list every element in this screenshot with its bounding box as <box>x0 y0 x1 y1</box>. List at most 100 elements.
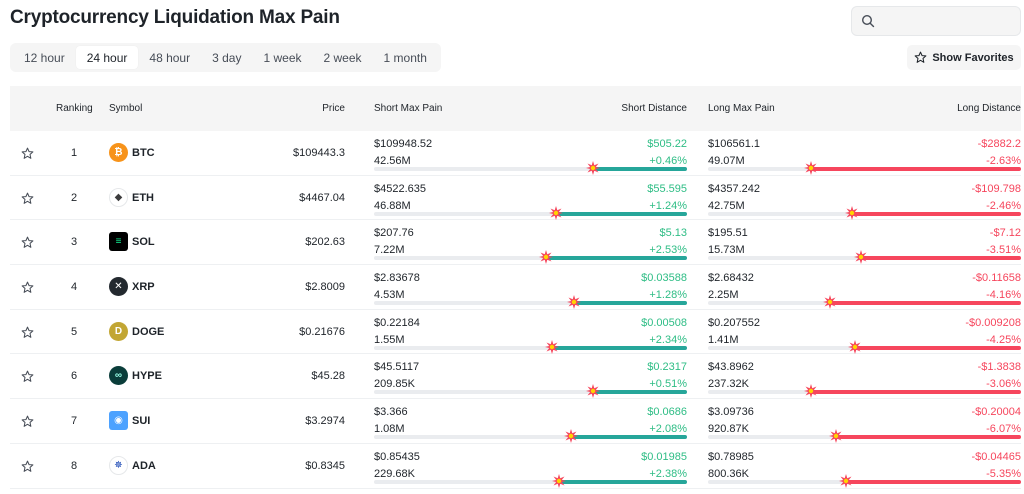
favorite-star-icon[interactable] <box>21 326 34 339</box>
long-distance-value: -$1.3838 <box>977 361 1021 374</box>
short-distance-percent: +0.51% <box>649 378 687 391</box>
long-distance-bar-fill <box>851 211 1021 216</box>
header-ranking[interactable]: Ranking <box>56 103 93 114</box>
table-row[interactable]: 1 ₿ BTC $109443.3 $109948.52 42.56M $505.22 +0.… <box>10 131 1021 176</box>
price-cell: $45.28 <box>311 370 345 383</box>
favorite-star-icon[interactable] <box>21 236 34 249</box>
liquidation-burst-icon <box>804 384 819 399</box>
short-max-pain-price: $0.22184 <box>374 316 420 329</box>
tab-1-month[interactable]: 1 month <box>383 50 427 65</box>
liquidation-burst-icon <box>823 295 838 310</box>
long-max-pain-volume: 2.25M <box>708 289 739 302</box>
symbol-cell[interactable]: ETH <box>132 191 154 204</box>
liquidation-burst-icon <box>829 429 844 444</box>
short-distance-bar <box>374 339 687 354</box>
favorite-star-icon[interactable] <box>21 147 34 160</box>
table-row[interactable]: 5 D DOGE $0.21676 $0.22184 1.55M $0.00508 +2.34… <box>10 310 1021 355</box>
short-distance-bar-fill <box>571 435 687 440</box>
short-distance-bar-fill <box>555 211 687 216</box>
price-cell: $4467.04 <box>299 191 345 204</box>
header-long-max-pain[interactable]: Long Max Pain <box>708 103 775 114</box>
liquidation-burst-icon <box>804 161 819 175</box>
header-short-distance[interactable]: Short Distance <box>621 103 687 114</box>
symbol-cell[interactable]: DOGE <box>132 325 165 338</box>
favorite-star-icon[interactable] <box>21 415 34 428</box>
liquidation-burst-icon <box>586 384 601 399</box>
long-distance-percent: -5.35% <box>986 467 1021 480</box>
favorite-star-icon[interactable] <box>21 192 34 205</box>
table-body: 1 ₿ BTC $109443.3 $109948.52 42.56M $505.22 +0.… <box>10 131 1021 489</box>
short-distance-bar <box>374 205 687 220</box>
long-distance-value: -$0.11658 <box>972 272 1021 285</box>
header-short-max-pain[interactable]: Short Max Pain <box>374 103 443 114</box>
sol-icon: ≡ <box>109 232 128 252</box>
favorite-star-icon[interactable] <box>21 281 34 294</box>
long-max-pain-volume: 1.41M <box>708 333 739 346</box>
long-max-pain-volume: 920.87K <box>708 423 749 436</box>
price-cell: $202.63 <box>305 236 345 249</box>
search-input[interactable] <box>880 7 1016 35</box>
rank-cell: 7 <box>70 415 78 428</box>
tab-48-hour[interactable]: 48 hour <box>149 50 191 65</box>
long-distance-bar-fill <box>830 301 1021 306</box>
long-distance-bar-fill <box>811 167 1021 171</box>
liquidation-burst-icon <box>545 339 560 354</box>
short-distance-percent: +0.46% <box>649 155 687 167</box>
favorite-star-icon[interactable] <box>21 460 34 473</box>
btc-icon: ₿ <box>109 143 128 162</box>
show-favorites-button[interactable]: Show Favorites <box>907 45 1021 70</box>
short-distance-percent: +2.34% <box>649 333 687 346</box>
table-row[interactable]: 2 ◆ ETH $4467.04 $4522.635 46.88M $55.595 +1.24… <box>10 176 1021 221</box>
symbol-cell[interactable]: ADA <box>132 459 156 472</box>
short-distance-value: $5.13 <box>659 227 687 240</box>
short-max-pain-price: $109948.52 <box>374 138 433 150</box>
rank-cell: 1 <box>70 147 78 159</box>
short-max-pain-volume: 209.85K <box>374 378 415 391</box>
long-distance-percent: -3.51% <box>986 244 1021 257</box>
liquidation-burst-icon <box>848 339 863 354</box>
search-box[interactable] <box>851 6 1021 36</box>
short-distance-bar-fill <box>593 390 687 395</box>
header-long-distance[interactable]: Long Distance <box>957 103 1021 114</box>
short-distance-bar <box>374 384 687 399</box>
tab-24-hour[interactable]: 24 hour <box>75 46 139 69</box>
long-max-pain-price: $2.68432 <box>708 272 754 285</box>
long-distance-value: -$0.009208 <box>965 316 1021 329</box>
long-distance-bar <box>708 473 1021 488</box>
symbol-cell[interactable]: HYPE <box>132 370 162 383</box>
eth-icon: ◆ <box>109 187 128 207</box>
tab-1-week[interactable]: 1 week <box>263 50 302 65</box>
table-row[interactable]: 4 ✕ XRP $2.8009 $2.83678 4.53M $0.03588 +1.28% $… <box>10 265 1021 310</box>
tab-12-hour[interactable]: 12 hour <box>24 50 65 65</box>
symbol-cell[interactable]: BTC <box>132 147 155 159</box>
star-outline-icon <box>914 51 927 63</box>
long-distance-value: -$2882.2 <box>977 138 1021 150</box>
tab-3-day[interactable]: 3 day <box>212 50 242 65</box>
table-row[interactable]: 7 ◉ SUI $3.2974 $3.366 1.08M $0.0686 +2.08% $3.0… <box>10 399 1021 444</box>
long-distance-value: -$0.20004 <box>971 406 1021 419</box>
symbol-cell[interactable]: SOL <box>132 236 155 249</box>
symbol-cell[interactable]: SUI <box>132 415 151 428</box>
liquidation-burst-icon <box>844 205 859 220</box>
long-max-pain-price: $43.8962 <box>708 361 754 374</box>
short-distance-percent: +1.24% <box>649 199 687 212</box>
long-distance-bar <box>708 339 1021 354</box>
long-distance-bar-fill <box>836 435 1021 440</box>
header-price[interactable]: Price <box>322 103 345 114</box>
short-max-pain-price: $3.366 <box>374 406 408 419</box>
table-row[interactable]: 8 ✵ ADA $0.8345 $0.85435 229.68K $0.01985 +2.38… <box>10 444 1021 489</box>
symbol-cell[interactable]: XRP <box>132 281 155 294</box>
short-max-pain-price: $207.76 <box>374 227 414 240</box>
long-distance-percent: -4.25% <box>986 333 1021 346</box>
favorite-star-icon[interactable] <box>21 370 34 383</box>
long-max-pain-volume: 49.07M <box>708 155 745 167</box>
timeframe-tabs: 12 hour 24 hour 48 hour 3 day 1 week 2 week 1 … <box>10 43 441 72</box>
table-row[interactable]: 6 ∞ HYPE $45.28 $45.5117 209.85K $0.2317 +0.51%… <box>10 354 1021 400</box>
tab-2-week[interactable]: 2 week <box>323 50 362 65</box>
short-distance-value: $0.03588 <box>641 272 687 285</box>
liquidation-burst-icon <box>586 161 601 175</box>
ada-icon: ✵ <box>109 455 128 475</box>
price-cell: $0.21676 <box>299 325 345 338</box>
table-row[interactable]: 3 ≡ SOL $202.63 $207.76 7.22M $5.13 +2.53% $195.… <box>10 220 1021 266</box>
header-symbol[interactable]: Symbol <box>109 103 143 114</box>
